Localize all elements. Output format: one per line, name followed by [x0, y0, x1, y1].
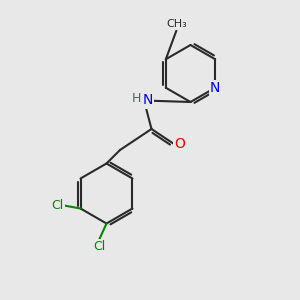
Text: H: H	[132, 92, 141, 106]
Text: N: N	[210, 81, 220, 95]
Text: Cl: Cl	[51, 199, 64, 212]
Text: N: N	[143, 94, 153, 107]
Text: O: O	[174, 137, 185, 151]
Text: CH₃: CH₃	[166, 19, 187, 29]
Text: Cl: Cl	[93, 239, 105, 253]
